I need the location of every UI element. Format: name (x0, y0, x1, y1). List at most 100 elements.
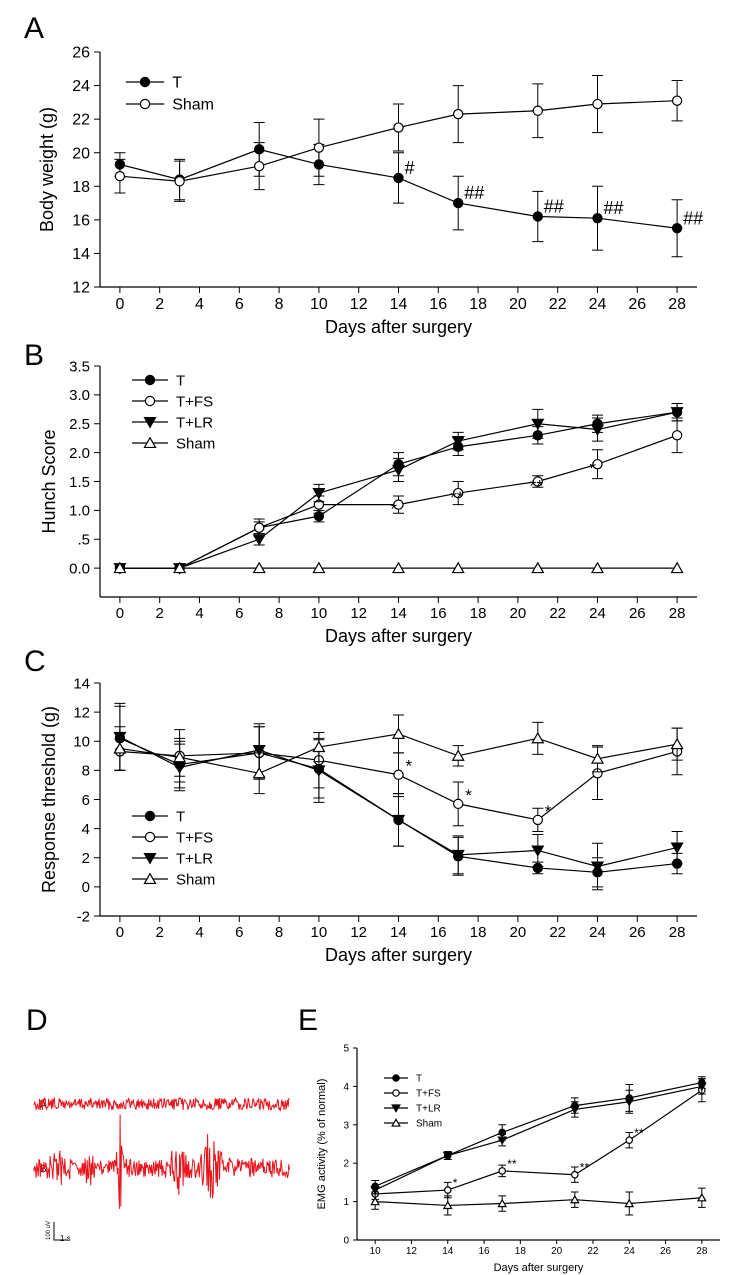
x-tick-label: 2 (156, 605, 164, 622)
data-point (671, 223, 683, 234)
data-point (590, 561, 605, 574)
data-point (696, 1082, 707, 1092)
series-line (375, 1197, 702, 1207)
x-tick-label: 0 (116, 605, 124, 622)
data-point (393, 499, 404, 510)
y-tick-label: 0 (82, 879, 90, 896)
y-tick-label: -2 (77, 908, 90, 925)
data-point (312, 765, 326, 777)
x-tick-label: 12 (350, 296, 368, 313)
significance-mark: * (590, 459, 597, 478)
x-tick-label: 0 (115, 296, 124, 313)
data-point (174, 176, 185, 187)
legend-marker (144, 374, 156, 386)
x-tick-label: 10 (370, 1246, 382, 1257)
y-tick-label: 3.0 (69, 387, 90, 404)
data-point (442, 1200, 453, 1210)
legend-marker (391, 1118, 401, 1127)
y-axis-label: Body weight (g) (37, 107, 57, 232)
data-point (696, 1192, 707, 1202)
x-tick-label: 26 (629, 605, 646, 622)
data-point (173, 750, 187, 763)
data-point (532, 476, 544, 487)
data-point (453, 798, 464, 810)
data-point (531, 731, 545, 744)
legend-label: T+FS (416, 1089, 441, 1100)
legend-marker (143, 436, 157, 449)
legend-label: T (172, 75, 182, 92)
data-point (254, 160, 265, 172)
y-tick-label: 12 (73, 704, 90, 721)
panel-label-b: B (24, 339, 44, 372)
series-sham (113, 714, 684, 795)
x-tick-label: 20 (509, 296, 527, 313)
data-point (569, 1105, 580, 1115)
chart-hunch-score: 0 2 4 6 8 10 12 14 16 18 20 22 24 26 280.0.51.01.52.02… (39, 358, 697, 646)
x-tick-label: 8 (275, 605, 283, 622)
x-tick-label: 8 (275, 924, 283, 941)
data-point (531, 845, 545, 857)
legend-label: T (416, 1074, 422, 1085)
x-tick-label: 12 (350, 924, 367, 941)
data-point (312, 740, 326, 753)
panel-label-c: C (24, 645, 46, 678)
data-point (370, 1186, 381, 1195)
significance-mark: * (453, 1176, 458, 1190)
x-axis-label: Days after surgery (325, 945, 472, 965)
legend-label: T+FS (176, 829, 213, 846)
emg-trace-b (33, 1114, 290, 1209)
x-tick-label: 8 (275, 296, 284, 313)
x-tick-label: 12 (406, 1246, 418, 1257)
y-tick-label: 3 (343, 1120, 349, 1131)
x-axis-label: Days after surgery (325, 317, 472, 337)
y-tick-label: 0 (343, 1236, 349, 1247)
data-point (671, 95, 683, 106)
data-point (451, 749, 465, 761)
x-tick-label: 16 (429, 296, 447, 313)
data-point (254, 522, 265, 533)
data-point (531, 561, 545, 574)
data-point (252, 534, 266, 546)
legend-marker (144, 831, 156, 843)
significance-mark: ** (580, 1161, 590, 1175)
x-tick-label: 20 (510, 924, 527, 941)
y-tick-label: 10 (73, 734, 90, 751)
data-point (252, 744, 266, 757)
data-point (442, 1151, 453, 1161)
series-t-lr (113, 403, 684, 575)
significance-mark: ** (450, 488, 464, 507)
series-t-lr (370, 1078, 707, 1195)
x-tick-label: 24 (589, 605, 606, 622)
y-tick-label: 16 (72, 212, 90, 229)
x-tick-label: 24 (589, 924, 606, 941)
x-tick-label: 0 (116, 924, 124, 941)
data-point (391, 561, 406, 574)
y-tick-label: .5 (77, 532, 90, 549)
y-tick-label: 26 (72, 45, 90, 62)
data-point (451, 849, 465, 862)
data-point (670, 407, 684, 419)
legend-marker (391, 1104, 401, 1113)
significance-mark: * (406, 757, 413, 776)
legend-marker (143, 872, 157, 885)
data-point (114, 171, 126, 182)
y-tick-label: 14 (73, 675, 90, 692)
x-tick-label: 4 (195, 605, 203, 622)
y-tick-label: 0.0 (69, 560, 90, 577)
legend-marker (144, 810, 156, 822)
x-tick-label: 24 (589, 296, 607, 313)
x-tick-label: 22 (587, 1246, 599, 1257)
y-tick-label: 6 (82, 792, 90, 809)
data-point (453, 197, 464, 209)
x-axis-label: Days after surgery (325, 626, 472, 646)
x-tick-label: 6 (235, 924, 243, 941)
series-sham (114, 75, 683, 202)
y-tick-label: 24 (72, 78, 90, 95)
data-point (497, 1198, 508, 1208)
data-point (670, 737, 684, 750)
x-tick-label: 10 (311, 605, 328, 622)
data-point (592, 98, 603, 110)
data-point (532, 814, 544, 826)
significance-mark: # (405, 158, 415, 178)
